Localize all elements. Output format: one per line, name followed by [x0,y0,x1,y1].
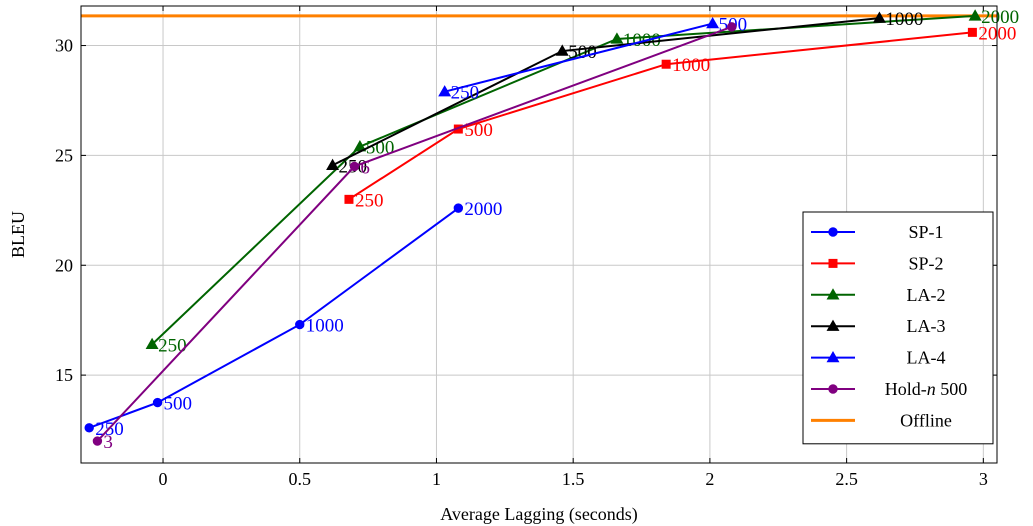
x-tick-label: 0 [159,469,168,489]
y-tick-label: 20 [55,255,73,275]
hold-n-500-point [727,22,737,32]
la-2-data-label: 2000 [981,7,1019,28]
legend-label-sp-2: SP-2 [908,253,943,273]
hold-n-500-data-label: 6 [360,157,370,178]
la-2-data-label: 1000 [623,30,661,51]
sp-1-point [84,423,94,433]
legend-label-la-2: LA-2 [907,285,946,305]
sp-2-data-label: 1000 [672,55,710,76]
sp-2-point [661,59,671,69]
legend-marker-hold-n-500 [828,384,838,394]
legend: SP-1 SP-2 LA-2 LA-3 LA-4 Hold-n 500 Offline [802,211,994,445]
y-tick-label: 30 [55,36,73,56]
legend-label-hold-n-500: Hold-n 500 [885,379,968,399]
la-2-point [968,9,982,21]
legend-marker-la-2 [826,288,840,300]
la-4-point [706,16,720,29]
la-3-point [326,158,340,170]
la-3-point [555,44,569,56]
la-4-point [438,85,452,97]
sp-2-line [348,31,973,201]
y-axis-title: BLEU [8,211,28,258]
sp-2-data-label: 250 [355,190,384,211]
x-axis-title: Average Lagging (seconds) [440,504,638,525]
legend-label-la-3: LA-3 [907,316,946,336]
la-4-data-label: 250 [451,83,480,104]
hold-n-500-point [92,436,103,446]
la-4-line [444,22,713,93]
la-3-data-label: 1000 [885,9,923,30]
sp-2-data-label: 500 [464,120,493,141]
sp-2-point [344,194,354,204]
la-3-point [872,11,886,23]
y-tick-label: 25 [55,145,73,165]
la-2-data-label: 250 [158,335,187,356]
sp-1-point [295,319,305,330]
plot-frame [80,5,998,464]
legend-label-sp-1: SP-1 [908,222,943,242]
ticks: 0 0.5 1 1.5 2 2.5 3 15 20 25 30 [55,6,997,489]
x-tick-label: 0.5 [288,469,311,489]
sp-1-data-label: 1000 [306,316,344,337]
hold-n-500-point [349,161,360,172]
x-tick-label: 2.5 [835,469,858,489]
sp-1-data-label: 2000 [464,199,502,220]
x-tick-label: 1.5 [562,469,585,489]
x-tick-label: 1 [432,469,441,489]
sp-1-point [453,203,464,213]
la-2-point [610,32,624,44]
sp-1-line [88,207,459,429]
y-tick-label: 15 [55,365,73,385]
series-layer: 2505001000200025050010002000250500100020… [81,7,1019,453]
hold-n-500-data-label: 3 [103,432,113,453]
legend-marker-sp-1 [828,227,838,237]
la-2-point [145,337,159,350]
legend-marker-la-4 [826,350,840,363]
x-tick-label: 3 [979,469,988,489]
sp-1-series: 250 500 1000 2000 [84,199,502,440]
legend-marker-sp-2 [828,258,838,268]
sp-1-point [152,397,163,408]
hold-n-500-line [96,25,733,442]
sp-2-point [967,27,977,37]
legend-label-la-4: LA-4 [907,348,946,368]
sp-1-data-label: 500 [164,394,193,415]
legend-label-offline: Offline [900,410,952,430]
hold-n-500-series: 36 [92,22,737,453]
x-tick-label: 2 [705,469,714,489]
legend-marker-la-3 [826,319,840,331]
